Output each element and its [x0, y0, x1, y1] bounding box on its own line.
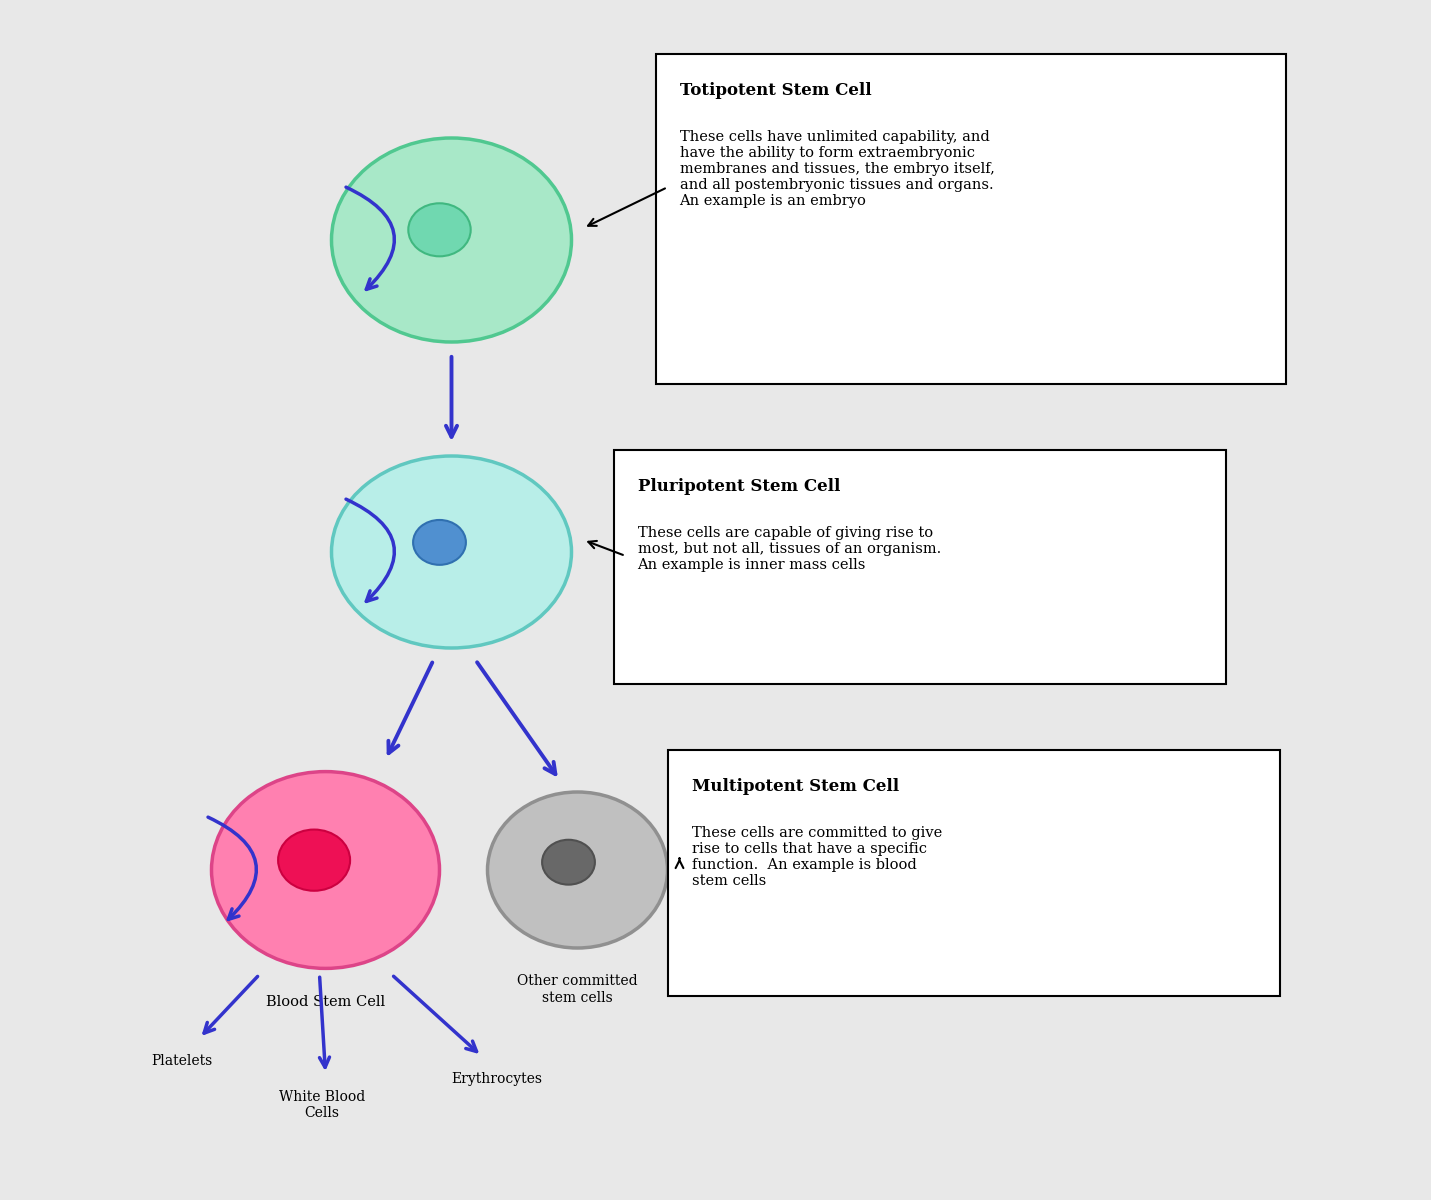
- Ellipse shape: [332, 138, 571, 342]
- FancyBboxPatch shape: [667, 750, 1279, 996]
- Text: Pluripotent Stem Cell: Pluripotent Stem Cell: [637, 478, 840, 494]
- Text: Platelets: Platelets: [150, 1054, 212, 1068]
- Text: Other committed
stem cells: Other committed stem cells: [517, 974, 638, 1004]
- Text: These cells are committed to give
rise to cells that have a specific
function.  : These cells are committed to give rise t…: [691, 826, 942, 888]
- Ellipse shape: [414, 520, 467, 565]
- Text: Erythrocytes: Erythrocytes: [452, 1072, 542, 1086]
- FancyBboxPatch shape: [655, 54, 1285, 384]
- Text: Totipotent Stem Cell: Totipotent Stem Cell: [680, 82, 871, 98]
- Text: Multipotent Stem Cell: Multipotent Stem Cell: [691, 778, 899, 794]
- Text: Blood Stem Cell: Blood Stem Cell: [266, 995, 385, 1009]
- Text: These cells are capable of giving rise to
most, but not all, tissues of an organ: These cells are capable of giving rise t…: [637, 526, 940, 572]
- Ellipse shape: [408, 203, 471, 257]
- FancyBboxPatch shape: [614, 450, 1225, 684]
- Ellipse shape: [332, 456, 571, 648]
- Text: These cells have unlimited capability, and
have the ability to form extraembryon: These cells have unlimited capability, a…: [680, 130, 995, 209]
- Ellipse shape: [542, 840, 595, 884]
- Ellipse shape: [488, 792, 667, 948]
- Ellipse shape: [212, 772, 439, 968]
- Text: White Blood
Cells: White Blood Cells: [279, 1090, 365, 1120]
- Ellipse shape: [278, 829, 351, 890]
